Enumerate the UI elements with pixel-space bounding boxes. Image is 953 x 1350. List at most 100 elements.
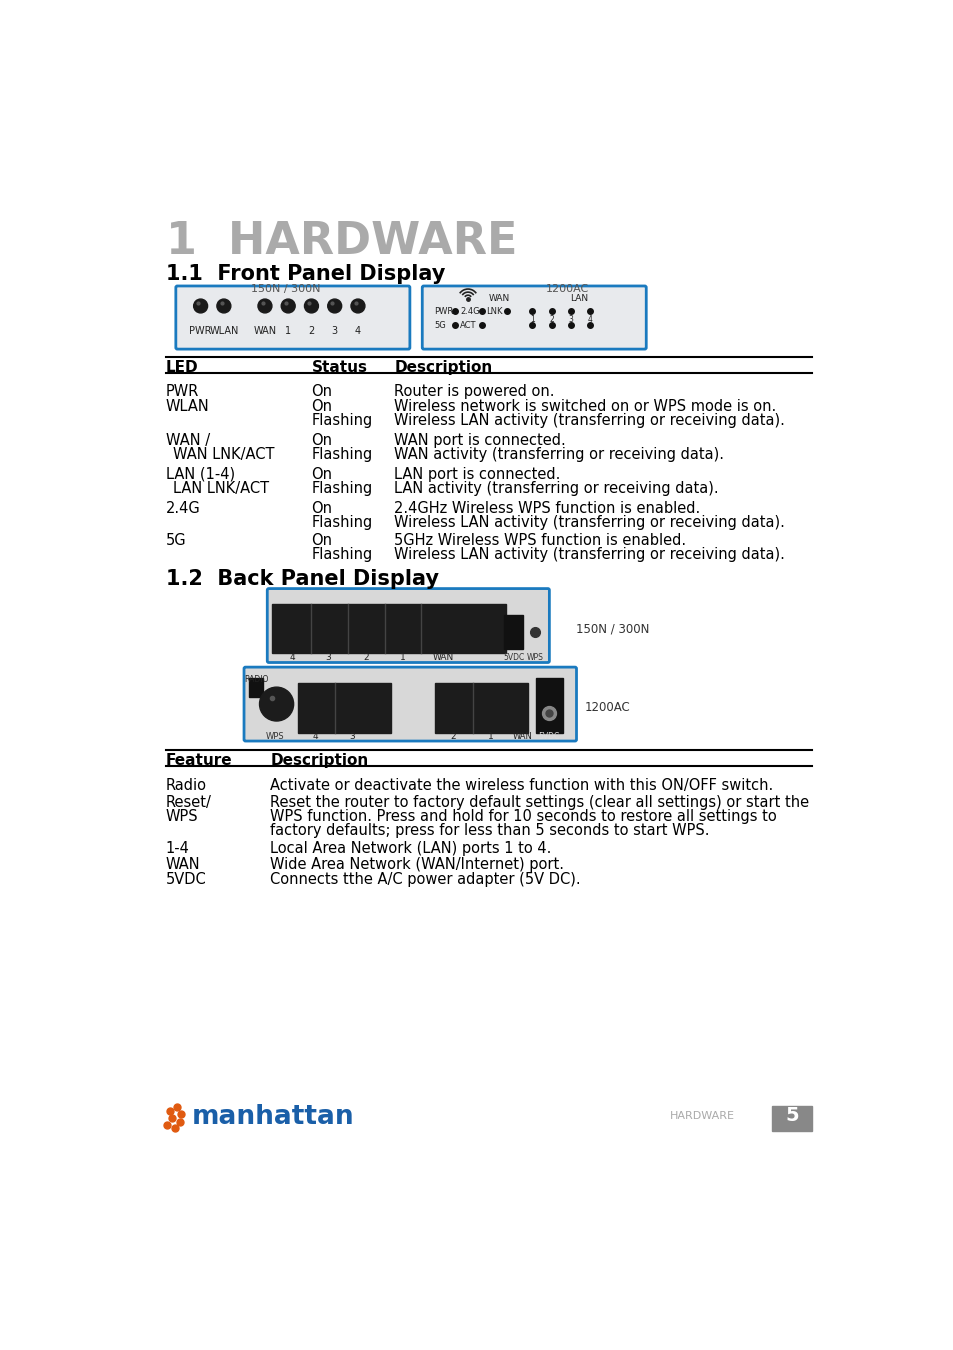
Text: Feature: Feature <box>166 752 233 768</box>
Text: WAN: WAN <box>513 732 533 741</box>
Text: 3: 3 <box>332 325 337 336</box>
Text: ACT: ACT <box>459 321 476 331</box>
Text: 1: 1 <box>487 732 493 741</box>
Text: 4: 4 <box>355 325 360 336</box>
Text: Activate or deactivate the wireless function with this ON/OFF switch.: Activate or deactivate the wireless func… <box>270 778 773 792</box>
FancyBboxPatch shape <box>267 589 549 663</box>
Text: Flashing: Flashing <box>311 413 373 428</box>
Text: WPS: WPS <box>526 653 543 663</box>
Text: Local Area Network (LAN) ports 1 to 4.: Local Area Network (LAN) ports 1 to 4. <box>270 841 551 856</box>
Text: 1200AC: 1200AC <box>583 702 629 714</box>
Text: 2: 2 <box>549 316 554 324</box>
Text: On: On <box>311 467 332 482</box>
Text: Wireless network is switched on or WPS mode is on.: Wireless network is switched on or WPS m… <box>394 400 776 414</box>
Text: 2.4GHz Wireless WPS function is enabled.: 2.4GHz Wireless WPS function is enabled. <box>394 501 700 516</box>
Text: 1: 1 <box>285 325 291 336</box>
Text: Reset/: Reset/ <box>166 795 212 810</box>
Text: LAN activity (transferring or receiving data).: LAN activity (transferring or receiving … <box>394 481 719 495</box>
Bar <box>298 683 391 733</box>
Text: 1-4: 1-4 <box>166 841 190 856</box>
Text: 1200AC: 1200AC <box>545 284 588 294</box>
Text: Wireless LAN activity (transferring or receiving data).: Wireless LAN activity (transferring or r… <box>394 514 784 529</box>
Bar <box>504 614 522 649</box>
Text: RADIO: RADIO <box>244 675 269 684</box>
Text: 5: 5 <box>784 1106 798 1125</box>
Text: LED: LED <box>166 360 198 375</box>
Text: WAN: WAN <box>432 653 454 663</box>
Bar <box>272 603 505 653</box>
Text: Flashing: Flashing <box>311 447 373 462</box>
Text: 5VDC: 5VDC <box>502 653 524 663</box>
Text: 150N / 300N: 150N / 300N <box>251 284 320 294</box>
Text: WLAN: WLAN <box>166 400 210 414</box>
Circle shape <box>259 687 294 721</box>
Text: Flashing: Flashing <box>311 481 373 495</box>
Text: 5GHz Wireless WPS function is enabled.: 5GHz Wireless WPS function is enabled. <box>394 533 686 548</box>
Text: 1.2  Back Panel Display: 1.2 Back Panel Display <box>166 568 438 589</box>
Text: LAN (1-4): LAN (1-4) <box>166 467 234 482</box>
Text: 5G: 5G <box>166 533 186 548</box>
Text: Flashing: Flashing <box>311 514 373 529</box>
Text: HARDWARE: HARDWARE <box>669 1111 734 1120</box>
Text: 2: 2 <box>450 732 456 741</box>
Bar <box>435 683 528 733</box>
Circle shape <box>216 300 231 313</box>
Text: factory defaults; press for less than 5 seconds to start WPS.: factory defaults; press for less than 5 … <box>270 822 709 837</box>
Circle shape <box>328 300 341 313</box>
Text: On: On <box>311 433 332 448</box>
Text: 2.4G: 2.4G <box>459 306 479 316</box>
Text: 4: 4 <box>313 732 317 741</box>
Text: LAN LNK/ACT: LAN LNK/ACT <box>173 481 270 495</box>
Text: 4: 4 <box>290 653 295 663</box>
Text: LAN port is connected.: LAN port is connected. <box>394 467 560 482</box>
Text: Router is powered on.: Router is powered on. <box>394 383 555 398</box>
Text: PWR: PWR <box>434 306 453 316</box>
Text: 2: 2 <box>362 653 368 663</box>
Text: manhattan: manhattan <box>192 1104 354 1130</box>
Text: 5VDC: 5VDC <box>166 872 206 887</box>
FancyBboxPatch shape <box>175 286 410 350</box>
Circle shape <box>304 300 318 313</box>
Text: 2.4G: 2.4G <box>166 501 200 516</box>
Text: PWR: PWR <box>190 325 212 336</box>
Text: 3: 3 <box>325 653 331 663</box>
Text: Description: Description <box>270 752 368 768</box>
Text: Wireless LAN activity (transferring or receiving data).: Wireless LAN activity (transferring or r… <box>394 413 784 428</box>
Text: 150N / 300N: 150N / 300N <box>576 622 649 636</box>
Circle shape <box>281 300 294 313</box>
FancyBboxPatch shape <box>244 667 576 741</box>
Text: On: On <box>311 533 332 548</box>
FancyBboxPatch shape <box>422 286 645 350</box>
Text: WAN port is connected.: WAN port is connected. <box>394 433 565 448</box>
Text: 2: 2 <box>308 325 314 336</box>
Text: 3: 3 <box>568 316 573 324</box>
Text: Radio: Radio <box>166 778 207 792</box>
Bar <box>771 1106 811 1131</box>
Text: WAN /: WAN / <box>166 433 210 448</box>
Text: 1  HARDWARE: 1 HARDWARE <box>166 220 517 263</box>
Text: WAN LNK/ACT: WAN LNK/ACT <box>173 447 274 462</box>
Text: On: On <box>311 383 332 398</box>
Circle shape <box>351 300 365 313</box>
Text: Wide Area Network (WAN/Internet) port.: Wide Area Network (WAN/Internet) port. <box>270 856 564 872</box>
Text: LAN: LAN <box>569 294 587 304</box>
Text: Status: Status <box>311 360 367 375</box>
Text: WLAN: WLAN <box>209 325 238 336</box>
Text: Wireless LAN activity (transferring or receiving data).: Wireless LAN activity (transferring or r… <box>394 547 784 562</box>
Text: Reset the router to factory default settings (clear all settings) or start the: Reset the router to factory default sett… <box>270 795 809 810</box>
Text: WPS function. Press and hold for 10 seconds to restore all settings to: WPS function. Press and hold for 10 seco… <box>270 809 777 824</box>
Text: WAN: WAN <box>253 325 276 336</box>
Text: On: On <box>311 400 332 414</box>
Text: On: On <box>311 501 332 516</box>
Text: WPS: WPS <box>266 732 284 741</box>
Text: Flashing: Flashing <box>311 547 373 562</box>
Circle shape <box>193 300 208 313</box>
Text: Description: Description <box>394 360 492 375</box>
Text: 5VDC: 5VDC <box>538 732 559 741</box>
Text: 1.1  Front Panel Display: 1.1 Front Panel Display <box>166 263 445 284</box>
Text: 1: 1 <box>399 653 405 663</box>
Text: WPS: WPS <box>166 809 198 824</box>
Text: 5G: 5G <box>434 321 445 331</box>
Text: WAN: WAN <box>488 294 509 304</box>
Text: 3: 3 <box>350 732 355 741</box>
